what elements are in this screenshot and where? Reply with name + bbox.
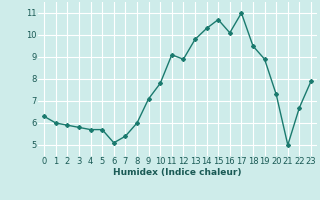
X-axis label: Humidex (Indice chaleur): Humidex (Indice chaleur) [113,168,242,177]
